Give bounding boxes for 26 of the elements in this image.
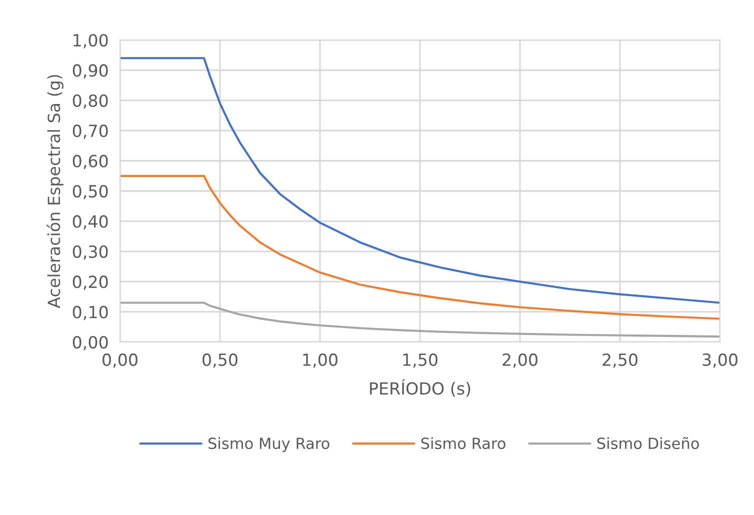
y-tick-label: 0,80 (72, 94, 108, 109)
y-tick-label: 0,10 (72, 306, 108, 320)
legend-label: Sismo Diseño (597, 437, 699, 450)
x-tick-label: 1,00 (303, 353, 338, 368)
line-series (120, 57, 720, 304)
y-tick-label: 0,40 (72, 215, 108, 230)
legend-label: Sismo Muy Raro (208, 437, 330, 452)
line-series (120, 174, 720, 320)
x-tick-label: 3,00 (702, 353, 738, 368)
y-tick-label: 0,90 (72, 64, 108, 78)
y-axis-title: Aceleración Espectral Sa (g) (46, 75, 64, 308)
x-tick-label: 2,00 (502, 353, 538, 368)
x-axis-title: PERÍODO (s) (370, 379, 470, 397)
y-tick-label: 0,00 (72, 336, 108, 350)
x-tick-label: 0,00 (102, 353, 138, 368)
line-series (120, 302, 720, 338)
y-tick-label: 0,70 (72, 124, 108, 139)
x-tick-label: 0,50 (202, 353, 238, 368)
y-tick-label: 0,60 (72, 154, 108, 170)
y-tick-label: 1,00 (74, 34, 108, 48)
y-tick-label: 0,30 (72, 245, 108, 260)
x-tick-label: 1,50 (403, 353, 438, 368)
y-tick-label: 0,20 (72, 276, 108, 290)
legend-label: Sismo Raro (421, 437, 506, 450)
x-tick-label: 2,50 (602, 353, 638, 368)
y-tick-label: 0,50 (72, 184, 108, 200)
